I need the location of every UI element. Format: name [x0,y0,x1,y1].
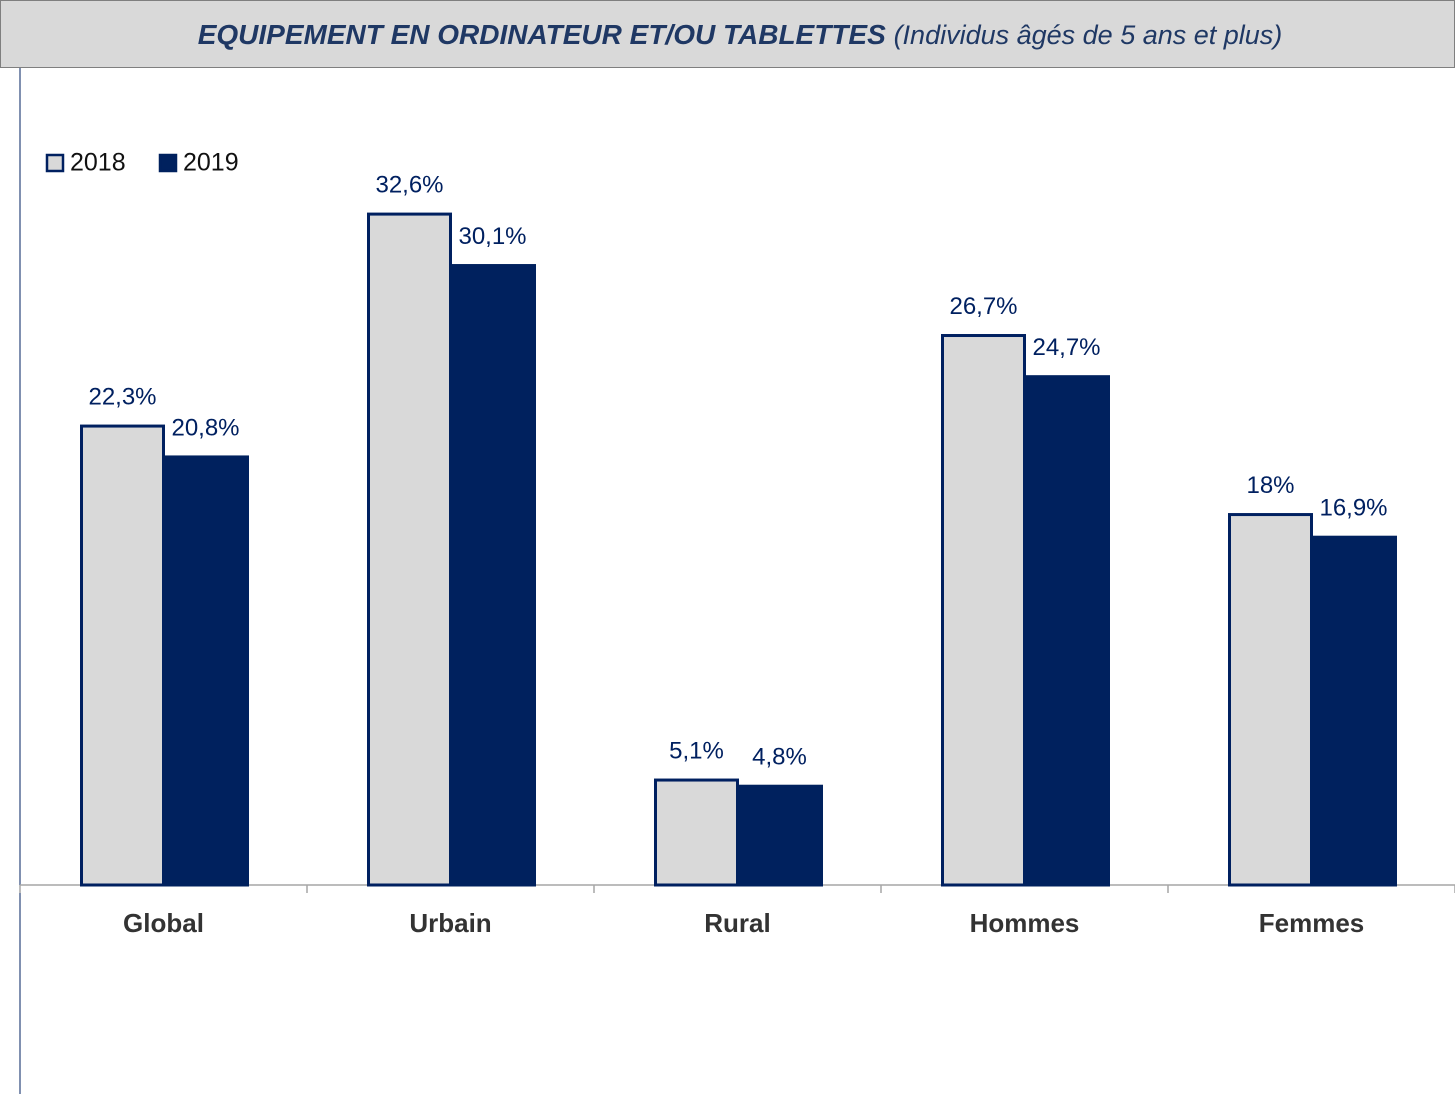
value-label: 5,1% [669,737,724,764]
bar [1228,513,1313,887]
title-band [0,0,1455,68]
bar [941,334,1026,887]
x-tick-label: Global [123,908,204,938]
legend-swatch [158,153,178,173]
bar [449,264,536,887]
bar [162,455,249,887]
chart-subtitle: (Individus âgés de 5 ans et plus) [894,20,1283,50]
x-tick-label: Hommes [970,908,1080,938]
x-tick-label: Femmes [1259,908,1365,938]
bar [1310,535,1397,887]
bar [80,424,165,887]
x-tick-label: Urbain [409,908,491,938]
value-label: 24,7% [1032,334,1100,361]
value-label: 32,6% [375,171,443,198]
value-label: 26,7% [949,293,1017,320]
bar [736,784,823,887]
legend-label: 2019 [183,149,239,177]
value-label: 22,3% [88,383,156,410]
title: EQUIPEMENT EN ORDINATEUR ET/OU TABLETTES… [198,19,1283,50]
x-tick-label: Rural [704,908,770,938]
value-label: 20,8% [171,414,239,441]
value-label: 30,1% [458,223,526,250]
value-label: 4,8% [752,744,807,771]
legend-swatch [45,153,65,173]
value-label: 18% [1246,472,1294,499]
bar [654,778,739,887]
bar [367,212,452,887]
value-label: 16,9% [1319,495,1387,522]
bar [1023,375,1110,887]
legend-label: 2018 [70,149,126,177]
chart-title: EQUIPEMENT EN ORDINATEUR ET/OU TABLETTES [198,19,886,50]
